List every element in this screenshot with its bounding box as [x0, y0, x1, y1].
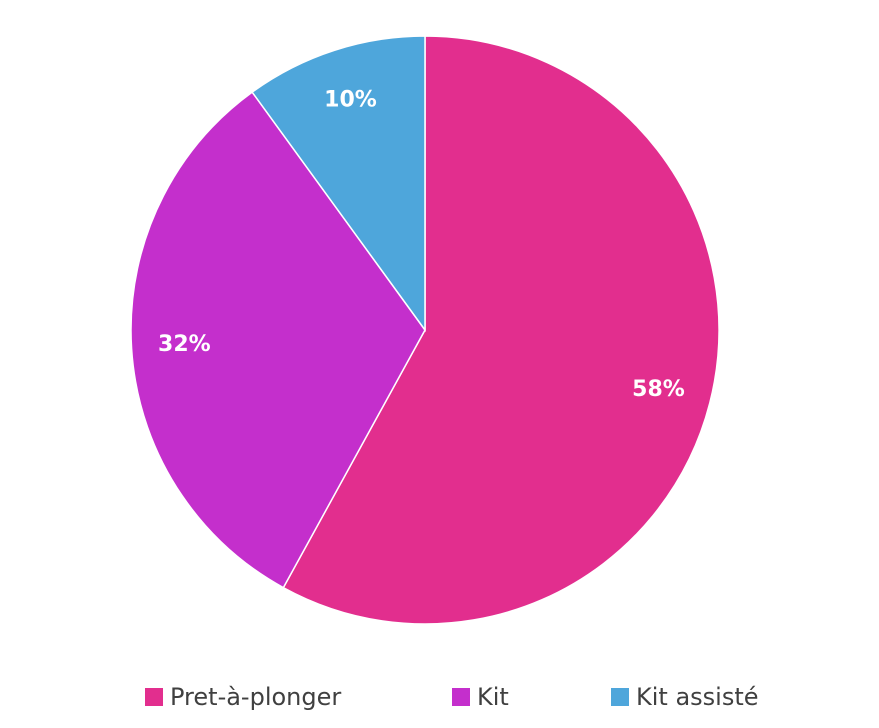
pie-slice	[130, 91, 426, 589]
pie-slice	[251, 35, 426, 333]
value-label: 58%	[632, 377, 685, 402]
value-label: 32%	[158, 332, 211, 357]
value-label: 10%	[324, 88, 377, 113]
legend-swatch	[145, 688, 163, 706]
legend-label: Kit	[477, 683, 509, 711]
pie-slice	[282, 35, 720, 625]
legend-label: Kit assisté	[636, 683, 759, 711]
legend-swatch	[611, 688, 629, 706]
legend-swatch	[452, 688, 470, 706]
legend-label: Pret-à-plonger	[170, 683, 341, 711]
